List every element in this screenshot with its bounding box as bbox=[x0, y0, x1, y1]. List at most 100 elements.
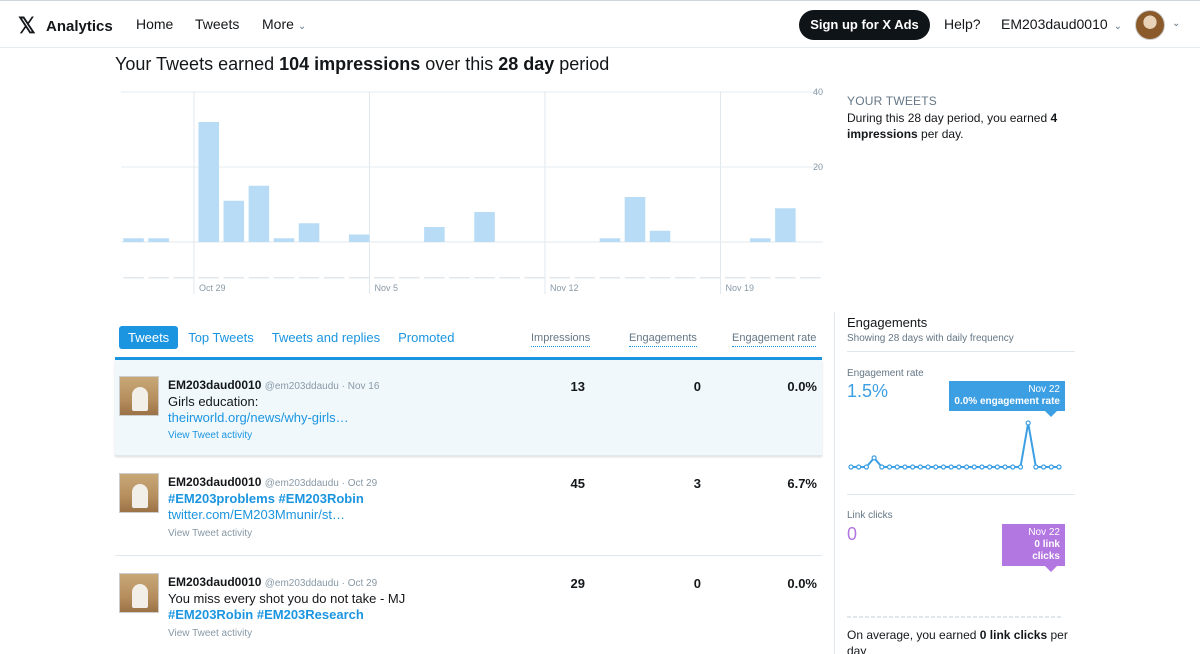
table-row[interactable]: EM203daud0010 @em203ddaudu · Nov 16 Girl… bbox=[115, 360, 822, 456]
empty-day-marker bbox=[474, 277, 495, 279]
nav-tweets[interactable]: Tweets bbox=[195, 16, 240, 32]
average-prefix: On average, you earned bbox=[847, 628, 980, 642]
empty-day-marker bbox=[499, 277, 520, 279]
empty-day-marker bbox=[624, 277, 646, 279]
sparkline-point bbox=[940, 464, 947, 470]
empty-day-marker bbox=[800, 277, 821, 279]
nav-home[interactable]: Home bbox=[136, 16, 174, 32]
tweet-engagement-rate: 0.0% bbox=[787, 379, 817, 394]
your-tweets-summary: YOUR TWEETS During this 28 day period, y… bbox=[847, 94, 1077, 142]
summary-text-prefix: During this 28 day period, you earned bbox=[847, 111, 1051, 125]
sparkline-point bbox=[979, 464, 985, 470]
chart-bar bbox=[198, 122, 220, 242]
sparkline-point bbox=[1048, 464, 1054, 470]
impressions-bar-chart: 20 40 Oct 29 Nov 5 Nov 12 Nov 19 bbox=[121, 88, 823, 294]
tab-promoted[interactable]: Promoted bbox=[398, 329, 455, 345]
headline-period: 28 day bbox=[498, 54, 555, 74]
table-row[interactable]: EM203daud0010 @em203ddaudu · Oct 29 You … bbox=[115, 557, 822, 654]
engagement-rate-tooltip: Nov 22 0.0% engagement rate bbox=[949, 381, 1065, 417]
headline-impressions: 104 impressions bbox=[279, 54, 421, 74]
page-title: Your Tweets earned 104 impressions over … bbox=[115, 54, 609, 75]
view-tweet-activity-link[interactable]: View Tweet activity bbox=[168, 430, 253, 441]
chart-bar bbox=[273, 238, 295, 242]
headline-prefix: Your Tweets earned bbox=[115, 54, 280, 74]
empty-day-marker bbox=[223, 277, 245, 279]
tweet-text: #EM203problems #EM203Robin twitter.com/E… bbox=[168, 491, 498, 523]
tweet-link[interactable]: twitter.com/EM203Mmunir/st… bbox=[168, 507, 345, 522]
tweet-link[interactable]: theirworld.org/news/why-girls… bbox=[168, 410, 349, 425]
chart-bar bbox=[599, 238, 621, 242]
empty-day-marker bbox=[173, 277, 194, 279]
tab-top-tweets[interactable]: Top Tweets bbox=[188, 329, 254, 345]
tweet-header: EM203daud0010 @em203ddaudu · Oct 29 bbox=[168, 575, 377, 589]
sign-up-ads-button[interactable]: Sign up for X Ads bbox=[799, 10, 930, 40]
empty-day-marker bbox=[750, 277, 771, 279]
chart-bar bbox=[148, 238, 169, 242]
table-row[interactable]: EM203daud0010 @em203ddaudu · Oct 29 #EM2… bbox=[115, 457, 822, 556]
link-clicks-baseline bbox=[847, 616, 1061, 618]
sparkline-point bbox=[1040, 464, 1047, 470]
y-tick-label: 20 bbox=[813, 162, 823, 172]
avatar bbox=[119, 473, 159, 513]
tweet-engagement-rate: 6.7% bbox=[787, 476, 817, 491]
sparkline-point bbox=[1056, 464, 1062, 470]
column-engagement-rate[interactable]: Engagement rate bbox=[732, 332, 817, 347]
chart-bar bbox=[649, 230, 671, 242]
sparkline-point bbox=[994, 464, 1000, 470]
sparkline-point bbox=[856, 464, 862, 470]
sparkline-point bbox=[863, 464, 870, 470]
app-title: Analytics bbox=[46, 17, 113, 35]
sparkline-point bbox=[910, 464, 916, 470]
tweet-author-name: EM203daud0010 bbox=[168, 475, 262, 489]
sparkline-point bbox=[971, 464, 977, 470]
sparkline-point bbox=[848, 464, 854, 470]
empty-day-marker bbox=[273, 277, 295, 279]
sparkline-point bbox=[1002, 464, 1008, 470]
chart-bar bbox=[298, 223, 320, 242]
help-link[interactable]: Help? bbox=[944, 16, 981, 32]
chart-bar bbox=[348, 234, 370, 242]
sparkline-point bbox=[886, 464, 893, 470]
nav-more[interactable]: More ⌄ bbox=[262, 16, 306, 32]
link-clicks-value: 0 bbox=[847, 524, 858, 544]
empty-day-marker bbox=[599, 277, 621, 279]
nav-more-label: More bbox=[262, 16, 294, 32]
view-tweet-activity-link[interactable]: View Tweet activity bbox=[168, 628, 253, 639]
avatar[interactable] bbox=[1135, 10, 1165, 40]
tweet-body: Girls education: bbox=[168, 394, 259, 409]
column-engagements[interactable]: Engagements bbox=[629, 332, 697, 347]
empty-day-marker bbox=[549, 277, 571, 279]
average-value: 0 link clicks bbox=[979, 628, 1048, 642]
headline-suffix: period bbox=[554, 54, 610, 74]
tweet-author-name: EM203daud0010 bbox=[168, 378, 262, 392]
tweet-engagements: 3 bbox=[693, 476, 701, 491]
view-tweet-activity-link[interactable]: View Tweet activity bbox=[168, 528, 253, 539]
chart-bar bbox=[624, 197, 646, 242]
chevron-down-icon[interactable]: ⌄ bbox=[1172, 18, 1181, 29]
brand[interactable]: 𝕏 Analytics bbox=[18, 13, 113, 39]
tweet-hashtags[interactable]: #EM203Robin #EM203Research bbox=[168, 607, 364, 622]
tweet-engagements: 0 bbox=[693, 379, 701, 394]
tweet-tabs: Tweets Top Tweets Tweets and replies Pro… bbox=[119, 325, 473, 349]
empty-day-marker bbox=[724, 277, 746, 279]
tweet-engagement-rate: 0.0% bbox=[787, 576, 817, 591]
tab-tweets-and-replies[interactable]: Tweets and replies bbox=[271, 329, 381, 345]
x-tick-label: Oct 29 bbox=[199, 283, 226, 293]
chart-bar bbox=[123, 238, 144, 242]
x-logo-icon: 𝕏 bbox=[18, 13, 36, 38]
summary-text-suffix: per day. bbox=[917, 127, 964, 141]
link-clicks-label: Link clicks bbox=[847, 510, 893, 521]
empty-day-marker bbox=[574, 277, 596, 279]
empty-day-marker bbox=[399, 277, 420, 279]
tweet-text: Girls education: theirworld.org/news/why… bbox=[168, 394, 498, 426]
account-menu[interactable]: EM203daud0010 ⌄ bbox=[1001, 16, 1122, 32]
empty-day-marker bbox=[649, 277, 671, 279]
tab-tweets[interactable]: Tweets bbox=[119, 325, 179, 349]
column-impressions[interactable]: Impressions bbox=[531, 332, 591, 347]
engagement-rate-label: Engagement rate bbox=[847, 368, 924, 379]
x-tick-label: Nov 5 bbox=[374, 283, 398, 293]
tweet-header: EM203daud0010 @em203ddaudu · Oct 29 bbox=[168, 475, 377, 489]
divider bbox=[847, 494, 1075, 495]
tweet-hashtags[interactable]: #EM203problems #EM203Robin bbox=[168, 491, 364, 506]
panel-divider bbox=[834, 312, 835, 654]
